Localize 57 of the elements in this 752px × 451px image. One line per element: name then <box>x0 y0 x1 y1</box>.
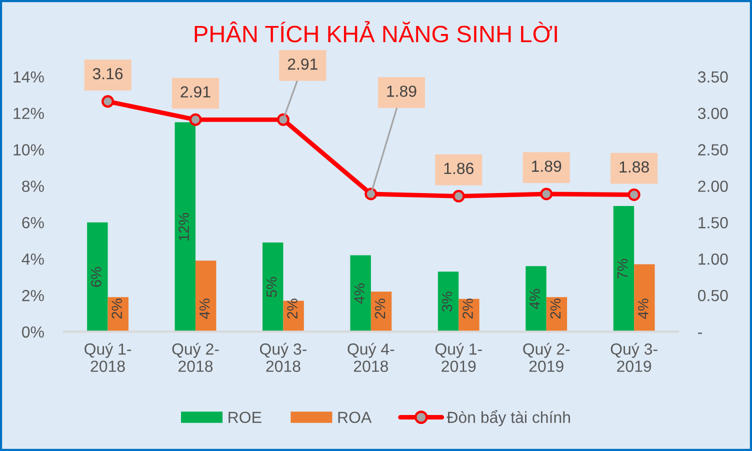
y-tick-label: 8% <box>22 180 44 192</box>
legend-label: Đòn bẩy tài chính <box>446 410 570 426</box>
data-label: 2% <box>550 298 561 318</box>
y2-tick-label: 3.50 <box>698 71 728 83</box>
data-label: 4% <box>354 283 364 304</box>
data-label: 3% <box>442 292 452 312</box>
y-tick-label: 14% <box>14 71 44 83</box>
data-label: 2% <box>374 298 386 318</box>
bar <box>438 272 459 332</box>
data-label: 1.88 <box>620 161 649 173</box>
x-tick-label: Quý 2- 2018 <box>172 342 219 372</box>
x-tick-label: Quý 3- 2019 <box>610 342 658 372</box>
y2-tick-label: - <box>698 332 702 334</box>
chart-title: PHÂN TÍCH KHẢ NĂNG SINH LỜI <box>194 21 557 42</box>
bar <box>350 255 371 332</box>
bar <box>195 260 216 332</box>
x-tick-label: Quý 1- 2018 <box>84 342 132 372</box>
y2-tick-label: 2.50 <box>698 144 728 156</box>
x-tick-label: Quý 1- 2019 <box>435 342 482 372</box>
data-label: 2% <box>112 298 122 318</box>
bar <box>262 242 284 332</box>
y2-tick-label: 3.00 <box>698 108 728 120</box>
x-tick-label: Quý 3- 2018 <box>260 342 306 372</box>
bar <box>613 206 634 332</box>
data-label: 1.86 <box>444 162 474 174</box>
data-label: 2% <box>287 298 298 318</box>
data-label: 2% <box>462 298 473 318</box>
y2-tick-label: 1.00 <box>698 253 728 265</box>
x-tick-label: Quý 2- 2019 <box>523 342 570 372</box>
data-label: 5% <box>266 277 277 298</box>
y2-tick-label: 2.00 <box>698 180 728 192</box>
bar <box>87 222 108 332</box>
data-label: 6% <box>91 267 102 287</box>
bar <box>174 122 196 332</box>
data-label: 7% <box>617 258 628 279</box>
data-label: 3.16 <box>92 68 123 80</box>
data-label: 4% <box>199 298 210 319</box>
legend-label: ROE <box>228 412 262 424</box>
x-tick-label: Quý 4- 2018 <box>348 342 394 372</box>
y-tick-label: 2% <box>22 290 44 302</box>
y-tick-label: 4% <box>22 254 44 265</box>
bar <box>526 266 546 332</box>
y-tick-label: 12% <box>14 108 44 119</box>
y-tick-label: 10% <box>14 144 44 156</box>
data-label: 1.89 <box>532 160 562 172</box>
y-tick-label: 6% <box>22 217 44 228</box>
y-tick-label: 0% <box>22 326 44 338</box>
y2-tick-label: 0.50 <box>698 290 728 302</box>
data-label: 1.89 <box>387 86 416 97</box>
data-label: 4% <box>530 288 540 310</box>
y2-tick-label: 1.50 <box>698 217 728 228</box>
data-label: 12% <box>178 212 189 240</box>
data-label: 2.91 <box>180 86 210 98</box>
bar <box>634 264 655 332</box>
data-label: 4% <box>638 298 648 319</box>
data-label: 2.91 <box>288 58 318 70</box>
legend-label: ROA <box>338 412 372 424</box>
